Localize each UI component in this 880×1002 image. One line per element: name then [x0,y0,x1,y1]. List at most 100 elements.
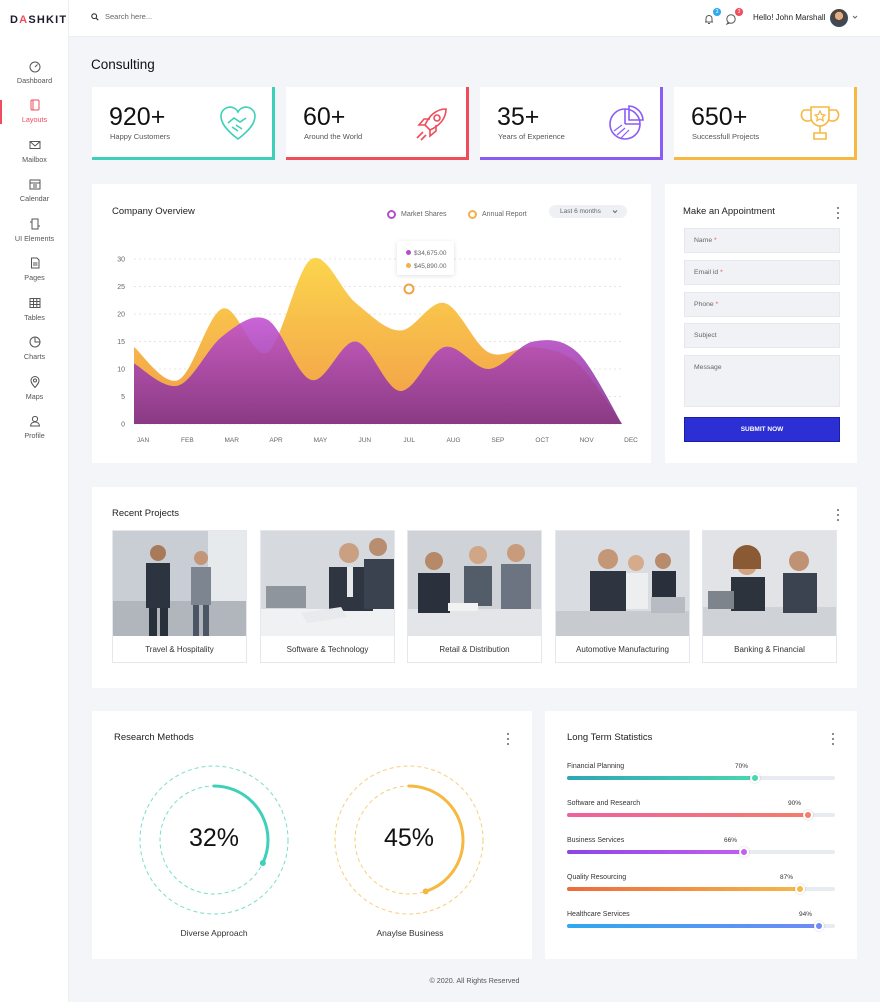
stat-bar-percent: 70% [735,763,749,770]
progress-track [567,847,835,857]
ring-progress-end [259,859,266,866]
stat-bar-row: Software and Research 90% [567,800,835,830]
app-logo[interactable]: DASHKIT [10,14,68,26]
sidebar-item-ui-elements[interactable]: UI Elements [0,210,69,250]
email-id-field[interactable]: Email id * [684,260,840,285]
charts-icon [28,335,42,349]
project-card[interactable]: Travel & Hospitality [112,530,247,663]
stat-card: 60+ Around the World [286,87,469,160]
research-methods-card: Research Methods 32% 45% Diverse Approac… [92,711,532,959]
sidebar-item-layouts[interactable]: Layouts [0,92,69,132]
tooltip-value-a: $34,675.00 [414,250,447,257]
progress-fill [567,924,819,928]
legend-item-annual-report[interactable]: Annual Report [468,210,527,219]
avatar[interactable] [830,9,848,27]
x-tick-label: AUG [446,437,460,444]
ring-percent: 32% [188,824,240,852]
x-tick-label: MAY [314,437,328,444]
legend-dot [468,210,477,219]
area-chart: 0 5 10 15 20 25 30 JAN FEB MAR APR MAY JUN JUL AUG SEP O… [117,257,638,445]
stat-label: Successfull Projects [692,132,760,141]
sidebar-item-label: Calendar [19,194,50,204]
sidebar-item-calendar[interactable]: Calendar [0,171,69,211]
more-menu-icon[interactable] [836,207,840,219]
project-card[interactable]: Retail & Distribution [407,530,542,663]
bell-icon [705,15,713,24]
series-area-market-shares[interactable] [134,317,622,424]
project-photo [556,531,689,636]
trophy-icon [800,106,840,140]
ring-progress-end [422,888,429,895]
y-tick-label: 15 [117,339,125,346]
chart-hover-point[interactable] [403,283,415,295]
subject-field[interactable]: Subject [684,323,840,348]
y-tick-label: 20 [117,312,125,319]
sidebar-item-dashboard[interactable]: Dashboard [0,52,69,92]
stat-value: 35+ [497,103,540,131]
sidebar-item-profile[interactable]: Profile [0,408,69,448]
alerts-badge: 3 [735,8,743,16]
sidebar-item-charts[interactable]: Charts [0,329,69,369]
company-overview-card: Company Overview Market Shares Annual Re… [92,184,651,463]
progress-track [567,810,835,820]
ring-label: Diverse Approach [180,928,248,938]
search-input[interactable] [105,12,285,21]
chevron-down-icon[interactable] [852,14,858,20]
handshake-heart-icon [220,106,256,141]
project-caption: Banking & Financial [734,644,805,654]
progress-handle[interactable] [814,921,824,931]
message-field[interactable]: Message [684,355,840,407]
search-box[interactable] [91,12,285,21]
x-tick-label: JAN [137,437,150,444]
field-placeholder: Name [694,237,713,244]
stat-bar-percent: 94% [799,911,813,918]
stat-bar-label: Quality Resourcing [567,874,627,881]
notification-button[interactable]: 3 [703,8,721,26]
project-card[interactable]: Software & Technology [260,530,395,663]
project-card[interactable]: Automotive Manufacturing [555,530,690,663]
sidebar-item-tables[interactable]: Tables [0,289,69,329]
progress-fill [567,776,755,780]
stat-value: 60+ [303,103,346,131]
sidebar-item-maps[interactable]: Maps [0,368,69,408]
sidebar-item-pages[interactable]: Pages [0,250,69,290]
progress-handle[interactable] [750,773,760,783]
project-caption: Software & Technology [286,644,369,654]
progress-track [567,773,835,783]
alerts-button[interactable]: 3 [725,8,743,26]
y-tick-label: 30 [117,257,125,264]
x-tick-label: MAR [225,437,240,444]
sidebar-nav: Dashboard Layouts Mailbox Calendar UI Elemen… [0,52,69,447]
sidebar-item-label: UI Elements [14,233,55,243]
name-field[interactable]: Name * [684,228,840,253]
top-bar: 3 3 Hello! John Marshall [69,0,880,37]
more-menu-icon[interactable] [831,733,835,745]
project-photo [261,531,394,636]
phone-field[interactable]: Phone * [684,292,840,317]
x-tick-label: SEP [491,437,504,444]
notification-badge: 3 [713,8,721,16]
progress-handle[interactable] [739,847,749,857]
project-card[interactable]: Banking & Financial [702,530,837,663]
long-term-statistics-card: Long Term Statistics Financial Planning 7… [545,711,857,959]
submit-button[interactable]: SUBMIT NOW [684,417,840,442]
stat-bar-label: Software and Research [567,800,641,807]
more-menu-icon[interactable] [506,733,510,745]
user-greeting[interactable]: Hello! John Marshall [753,13,826,22]
calendar-icon [28,177,42,191]
ui-elements-icon [28,217,42,231]
more-menu-icon[interactable] [836,509,840,521]
chat-icon [725,14,736,26]
stat-label: Happy Customers [110,132,171,141]
card-title: Company Overview [112,206,195,217]
stat-bar-row: Financial Planning 70% [567,763,835,793]
progress-handle[interactable] [795,884,805,894]
sidebar-item-mailbox[interactable]: Mailbox [0,131,69,171]
x-tick-label: DEC [624,437,638,444]
legend-label: Annual Report [482,211,527,218]
legend-item-market-shares[interactable]: Market Shares [387,210,447,219]
progress-rings [139,765,484,915]
tooltip-value-b: $45,890.00 [414,263,447,270]
progress-handle[interactable] [803,810,813,820]
date-range-dropdown[interactable]: Last 6 months [549,205,627,218]
